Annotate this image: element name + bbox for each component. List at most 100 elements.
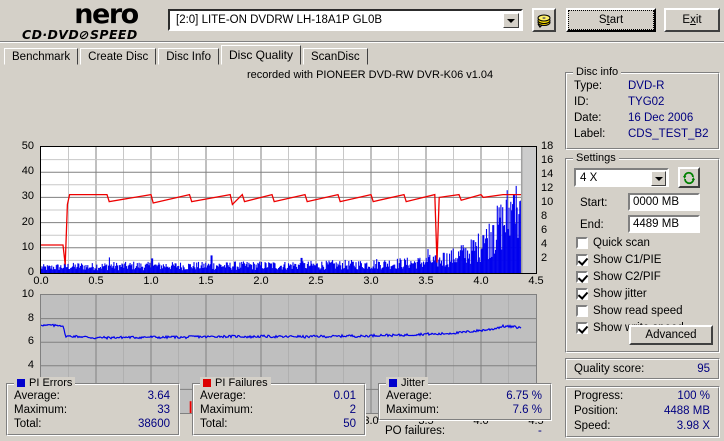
tab-scandisc[interactable]: ScanDisc xyxy=(303,48,368,65)
jitter-maximum-label: Maximum: xyxy=(386,404,439,416)
tab-disc-info[interactable]: Disc Info xyxy=(158,48,219,65)
jitter-group: Jitter Average: 6.75 % Maximum: 7.6 % xyxy=(378,383,552,421)
disc-label-label: Label: xyxy=(574,128,605,140)
pi-errors-total-value: 38600 xyxy=(138,418,170,430)
disc-quality-panel: recorded with PIONEER DVD-RW DVR-K06 v1.… xyxy=(2,66,555,371)
pi-errors-legend-swatch xyxy=(17,379,25,387)
pie-chart-canvas xyxy=(41,147,536,273)
checkbox-label: Show jitter xyxy=(593,288,647,300)
pie-x-tick: 0.0 xyxy=(26,275,56,287)
jitter-legend-swatch xyxy=(389,379,397,387)
pi-failures-total-value: 50 xyxy=(343,418,356,430)
pie-y-tick: 50 xyxy=(6,140,34,152)
pi-errors-maximum-label: Maximum: xyxy=(14,404,67,416)
disc-date-value: 16 Dec 2006 xyxy=(628,112,693,124)
end-mb-field[interactable]: 4489 MB xyxy=(628,215,700,233)
checkbox-show-jitter[interactable]: Show jitter xyxy=(576,288,647,300)
checkbox-box[interactable] xyxy=(576,254,588,266)
checkbox-box[interactable] xyxy=(576,322,588,334)
end-mb-label: End: xyxy=(580,219,604,231)
tab-benchmark[interactable]: Benchmark xyxy=(4,48,78,65)
pie-y-tick: 10 xyxy=(6,241,34,253)
logo-sub-right: SPEED xyxy=(90,27,138,42)
tab-bar: Benchmark Create Disc Disc Info Disc Qua… xyxy=(4,46,370,65)
checkbox-label: Show C1/PIE xyxy=(593,254,661,266)
pi-failures-group: PI Failures Average: 0.01 Maximum: 2 Tot… xyxy=(192,383,366,436)
exit-button[interactable]: Exit xyxy=(664,8,720,32)
checkbox-box[interactable] xyxy=(576,305,588,317)
pi-failures-average-label: Average: xyxy=(200,390,246,402)
start-button-label: Start xyxy=(599,14,623,26)
end-mb-value: 4489 MB xyxy=(630,218,679,230)
jitter-y-tick: 4 xyxy=(6,359,34,371)
chevron-down-icon[interactable] xyxy=(503,13,519,28)
jitter-y-tick: 10 xyxy=(6,288,34,300)
logo-nero-text: nero xyxy=(22,2,172,28)
jitter-title: Jitter xyxy=(386,377,428,389)
disc-options-button[interactable] xyxy=(532,8,556,32)
disc-id-value: TYG02 xyxy=(628,96,664,108)
logo-sub-left: CD·DVD xyxy=(22,27,79,42)
po-failures-value: - xyxy=(538,425,542,437)
tab-disc-quality[interactable]: Disc Quality xyxy=(221,45,301,65)
pie-y2-tick: 10 xyxy=(541,196,563,208)
checkbox-box[interactable] xyxy=(576,271,588,283)
start-button[interactable]: Start xyxy=(566,8,656,32)
checkbox-show-c2-pif[interactable]: Show C2/PIF xyxy=(576,271,661,283)
pie-x-tick: 1.5 xyxy=(191,275,221,287)
pi-failures-title: PI Failures xyxy=(200,377,271,389)
speed-select[interactable]: 4 X xyxy=(574,168,669,187)
pie-x-tick: 4.0 xyxy=(466,275,496,287)
pi-failures-average-value: 0.01 xyxy=(334,390,356,402)
pi-errors-group: PI Errors Average: 3.64 Maximum: 33 Tota… xyxy=(6,383,180,436)
exit-button-label: Exit xyxy=(682,14,701,26)
recorded-with-label: recorded with PIONEER DVD-RW DVR-K06 v1.… xyxy=(247,69,493,81)
drive-select[interactable]: [2:0] LITE-ON DVDRW LH-18A1P GL0B xyxy=(168,9,523,31)
drive-select-value: [2:0] LITE-ON DVDRW LH-18A1P GL0B xyxy=(170,14,382,26)
pie-y2-tick: 14 xyxy=(541,168,563,180)
discs-icon xyxy=(535,11,553,29)
pi-errors-maximum-value: 33 xyxy=(157,404,170,416)
checkbox-box[interactable] xyxy=(576,288,588,300)
logo-subtitle: CD·DVD⊘SPEED xyxy=(22,28,172,41)
jitter-y-tick: 6 xyxy=(6,335,34,347)
pie-y2-tick: 12 xyxy=(541,182,563,194)
position-value: 4488 MB xyxy=(664,405,710,417)
pie-y2-tick: 18 xyxy=(541,140,563,152)
settings-title: Settings xyxy=(573,152,619,164)
pi-failures-total-label: Total: xyxy=(200,418,228,430)
pie-y-tick: 20 xyxy=(6,216,34,228)
refresh-button[interactable] xyxy=(678,167,700,188)
disc-date-label: Date: xyxy=(574,112,602,124)
jitter-y-tick: 8 xyxy=(6,312,34,324)
pi-failures-maximum-label: Maximum: xyxy=(200,404,253,416)
disc-label-value: CDS_TEST_B2 xyxy=(628,128,709,140)
disc-type-label: Type: xyxy=(574,80,602,92)
pie-x-tick: 2.5 xyxy=(301,275,331,287)
disc-type-value: DVD-R xyxy=(628,80,664,92)
speed-label: Speed: xyxy=(574,420,610,432)
pie-x-tick: 4.5 xyxy=(521,275,551,287)
pie-y2-tick: 6 xyxy=(541,224,563,236)
pie-chart xyxy=(40,146,537,274)
disc-id-label: ID: xyxy=(574,96,589,108)
checkbox-show-c1-pie[interactable]: Show C1/PIE xyxy=(576,254,661,266)
pi-failures-maximum-value: 2 xyxy=(350,404,356,416)
progress-label: Progress: xyxy=(574,390,623,402)
nero-logo: nero CD·DVD⊘SPEED xyxy=(22,2,172,42)
checkbox-box[interactable] xyxy=(576,237,588,249)
checkbox-quick-scan[interactable]: Quick scan xyxy=(576,237,650,249)
advanced-button[interactable]: Advanced xyxy=(629,325,713,345)
pi-errors-total-label: Total: xyxy=(14,418,42,430)
pie-x-tick: 3.5 xyxy=(411,275,441,287)
checkbox-show-read-speed[interactable]: Show read speed xyxy=(576,305,683,317)
tab-create-disc[interactable]: Create Disc xyxy=(80,48,156,65)
quality-score-panel: Quality score: 95 xyxy=(565,358,720,380)
disc-info-group: Disc info Type: DVD-R ID: TYG02 Date: 16… xyxy=(565,72,720,150)
progress-value: 100 % xyxy=(677,390,710,402)
chevron-down-icon[interactable] xyxy=(651,171,666,186)
quality-score-label: Quality score: xyxy=(574,363,644,375)
start-mb-field[interactable]: 0000 MB xyxy=(628,193,700,211)
jitter-average-value: 6.75 % xyxy=(506,390,542,402)
pie-y-tick: 30 xyxy=(6,190,34,202)
